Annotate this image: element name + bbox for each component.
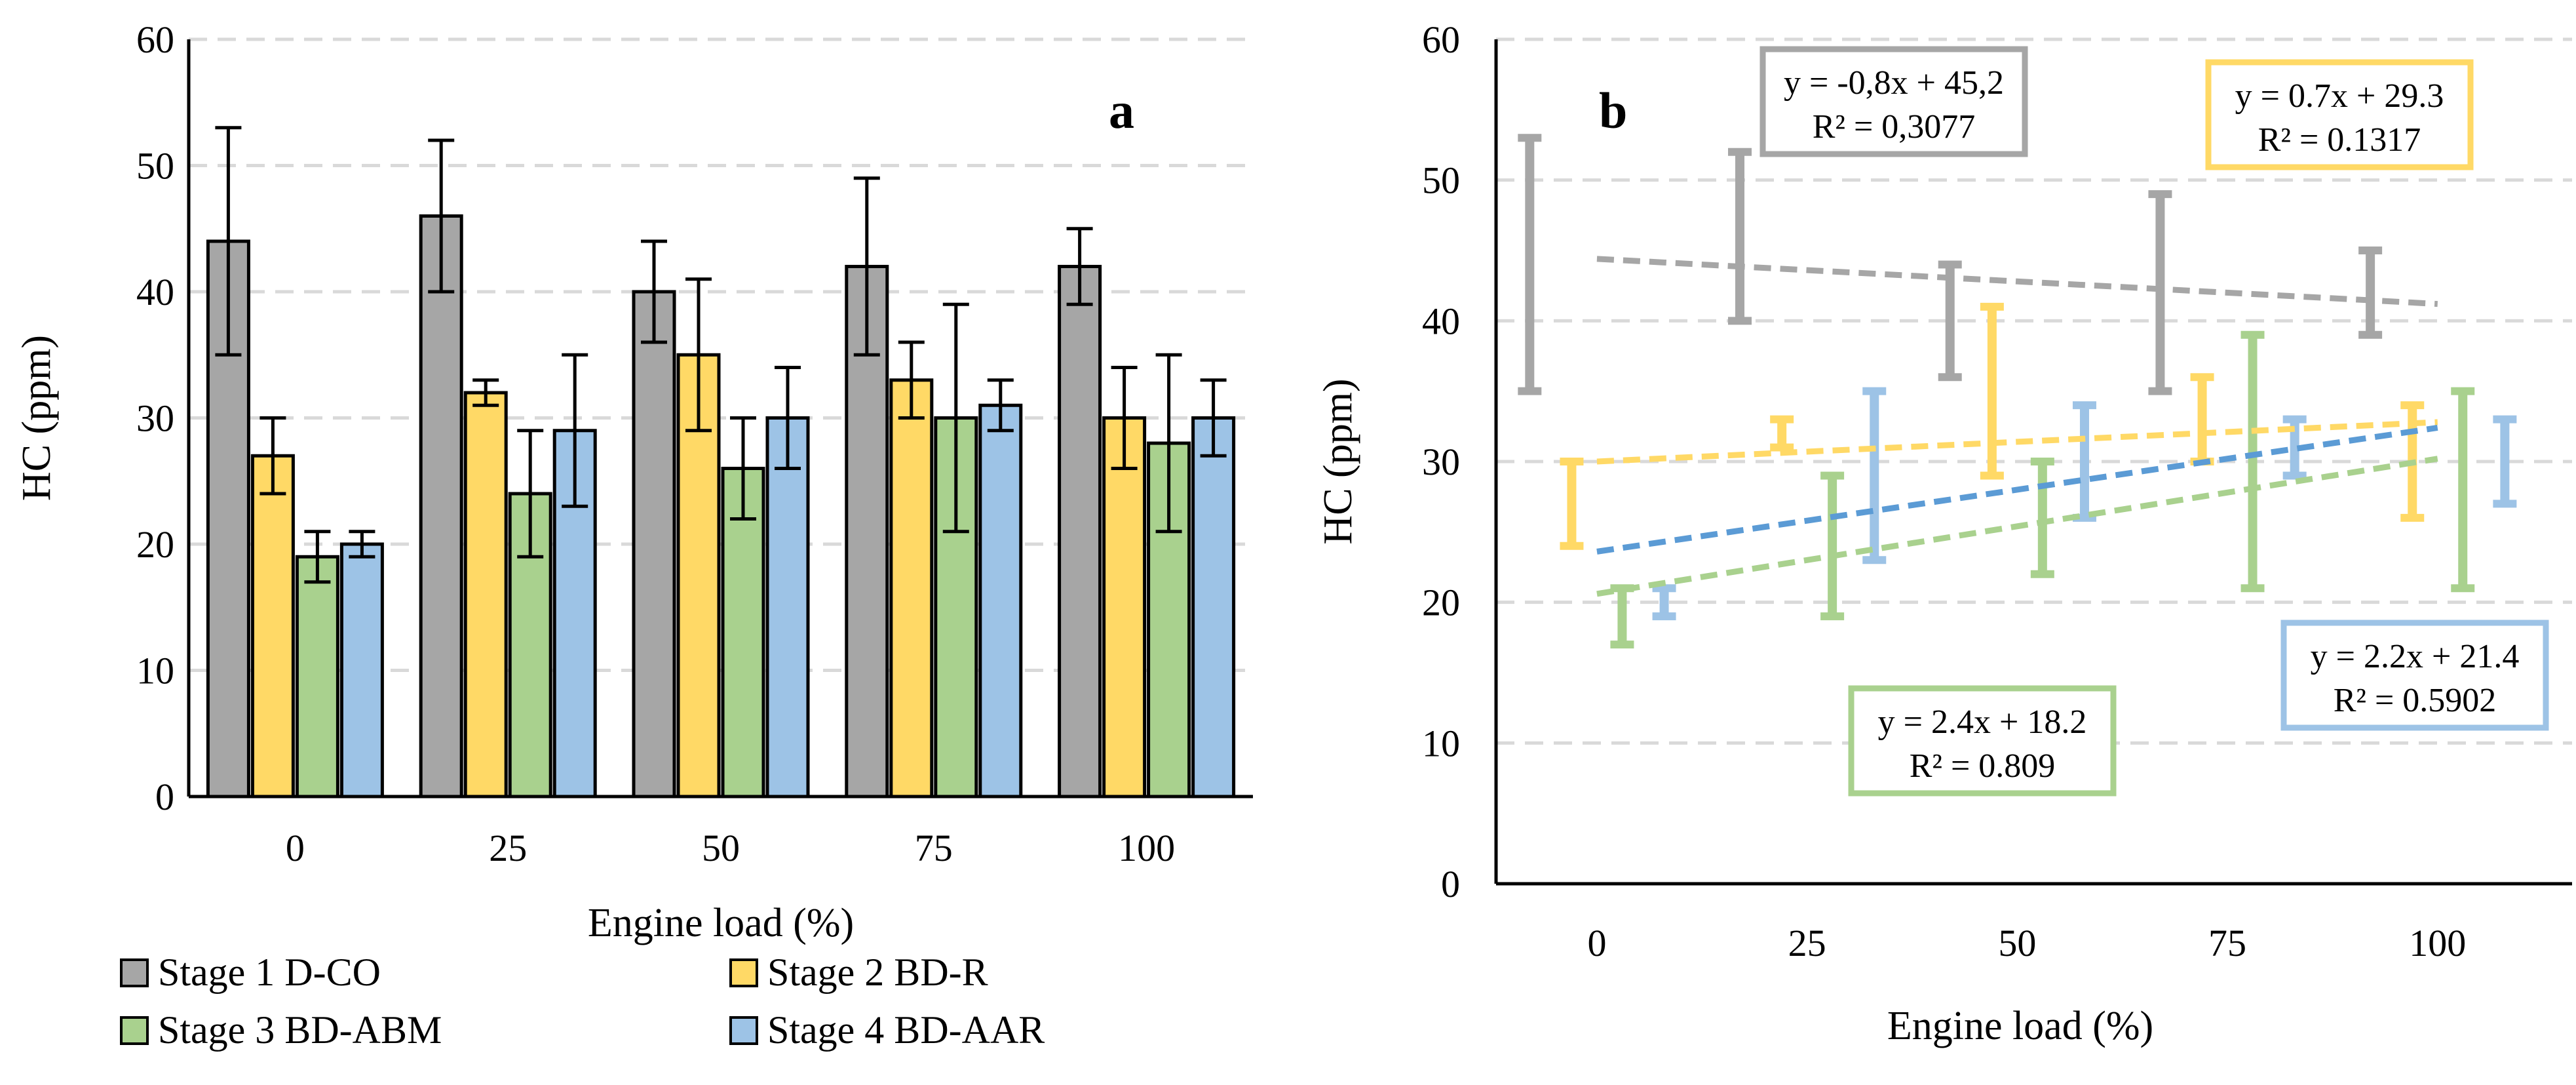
x-tick-label: 25	[1788, 922, 1826, 964]
trendline	[1596, 456, 2438, 597]
trend-equation: y = 2.4x + 18.2	[1878, 703, 2087, 741]
trend-r-squared: R² = 0.1317	[2258, 121, 2421, 159]
x-tick-label: 25	[489, 827, 527, 869]
x-tick-label: 75	[915, 827, 953, 869]
trend-equation: y = 2.2x + 21.4	[2311, 638, 2520, 675]
y-tick-label: 0	[1441, 863, 1460, 905]
x-axis-title: Engine load (%)	[588, 901, 854, 945]
trend-r-squared: R² = 0.5902	[2334, 682, 2497, 719]
trend-equation: y = -0,8x + 45,2	[1784, 64, 2004, 102]
y-tick-label: 50	[136, 145, 174, 187]
y-tick-label: 60	[136, 18, 174, 61]
x-tick-label: 75	[2208, 922, 2246, 964]
x-tick-label: 50	[1998, 922, 2036, 964]
legend-label: Stage 2 BD-R	[767, 951, 988, 994]
bar	[419, 214, 463, 799]
trendline	[1596, 419, 2438, 465]
bar	[978, 403, 1023, 799]
x-tick-label: 0	[1587, 922, 1606, 964]
trendline	[1596, 256, 2438, 307]
panel-label: a	[1109, 82, 1134, 139]
trend-r-squared: R² = 0,3077	[1813, 108, 1976, 146]
legend-label: Stage 1 D-CO	[158, 951, 381, 994]
trend-equation-box	[1848, 685, 2117, 797]
legend-swatch	[729, 958, 758, 987]
y-tick-label: 30	[1422, 441, 1460, 483]
bar	[632, 290, 676, 799]
bar	[1191, 416, 1236, 799]
bar	[765, 416, 810, 799]
bar	[889, 378, 934, 799]
bar	[250, 454, 295, 799]
panel-label: b	[1599, 82, 1627, 139]
legend-swatch	[120, 958, 149, 987]
y-tick-label: 50	[1422, 159, 1460, 202]
y-tick-label: 60	[1422, 18, 1460, 61]
bar	[1102, 416, 1147, 799]
y-tick-label: 20	[1422, 582, 1460, 624]
y-tick-label: 10	[1422, 722, 1460, 764]
panel-a-bar-chart: 0 10 20 30 40 50 60 0 25 50 75 100 a Engine load (%) H…	[14, 18, 1253, 1052]
x-tick-label: 0	[286, 827, 305, 869]
y-tick-label: 0	[155, 776, 174, 818]
y-axis-title: HC (ppm)	[1316, 378, 1360, 544]
bar	[339, 542, 384, 799]
trend-equation-box	[2280, 620, 2549, 731]
x-tick-label: 100	[1118, 827, 1175, 869]
bar	[721, 467, 765, 799]
trend-equation-box	[2205, 59, 2474, 170]
y-tick-label: 10	[136, 650, 174, 692]
bar	[1058, 265, 1102, 799]
trend-equation: y = 0.7x + 29.3	[2235, 77, 2444, 115]
bar	[295, 555, 339, 799]
legend-swatch	[729, 1016, 758, 1045]
trend-equation-box	[1759, 46, 2028, 157]
trend-r-squared: R² = 0.809	[1910, 747, 2056, 785]
x-tick-label: 100	[2409, 922, 2466, 964]
trendline	[1596, 425, 2438, 555]
y-tick-label: 40	[136, 271, 174, 313]
bar	[463, 391, 508, 799]
legend-label: Stage 3 BD-ABM	[158, 1008, 442, 1052]
y-tick-label: 30	[136, 397, 174, 440]
y-axis-title: HC (ppm)	[14, 335, 59, 501]
panel-b-trend-chart: 0 10 20 30 40 50 60 0 25 50 75 100 y = -0,8x + 45,2 R…	[1316, 18, 2572, 1048]
y-tick-label: 40	[1422, 300, 1460, 342]
x-axis-title: Engine load (%)	[1887, 1004, 2153, 1048]
x-tick-label: 50	[702, 827, 740, 869]
y-tick-label: 20	[136, 523, 174, 566]
legend-label: Stage 4 BD-AAR	[767, 1008, 1045, 1052]
legend-swatch	[120, 1016, 149, 1045]
